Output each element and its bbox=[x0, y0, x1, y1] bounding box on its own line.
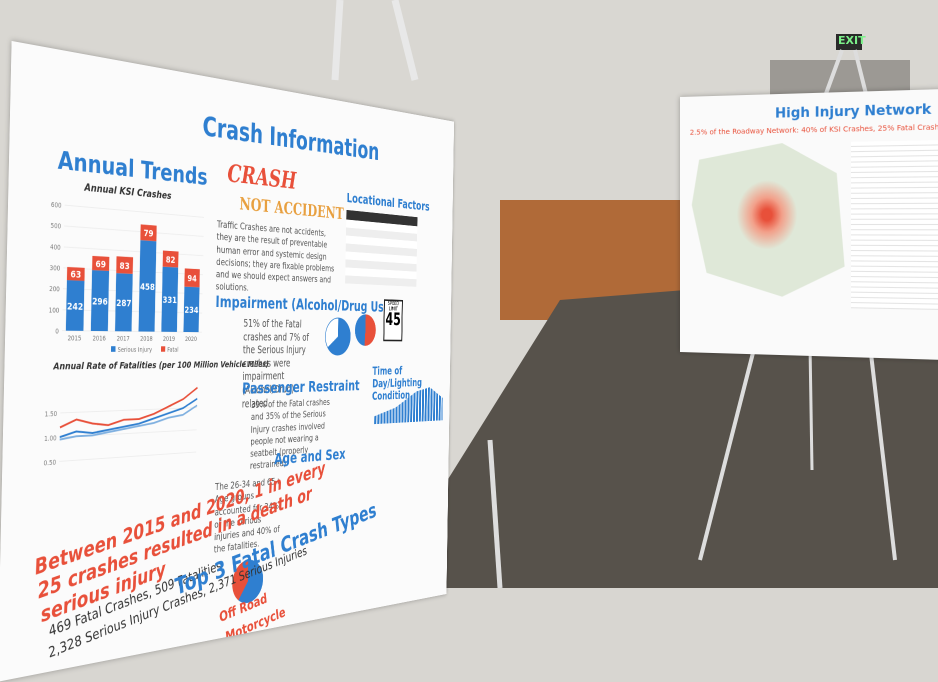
line bbox=[60, 388, 197, 428]
y-tick-label: 0 bbox=[55, 327, 59, 335]
x-tick-label: 2020 bbox=[185, 335, 197, 343]
poster-high-injury-network: High Injury Network 2.5% of the Roadway … bbox=[680, 88, 938, 360]
legend-label: Serious Injury bbox=[118, 346, 153, 354]
x-tick-label: 2015 bbox=[68, 334, 82, 342]
data-label: 458 bbox=[140, 282, 155, 293]
pie bbox=[355, 314, 376, 346]
map-network bbox=[731, 174, 802, 256]
data-label: 82 bbox=[166, 255, 176, 266]
ksi-chart: 0 100 200 300 400 500 600 2015 242 63 2016 296 69 201… bbox=[38, 193, 208, 360]
x-tick-label: 2016 bbox=[92, 334, 106, 342]
pie bbox=[325, 317, 351, 355]
data-label: 69 bbox=[95, 259, 106, 271]
legend-swatch bbox=[111, 346, 116, 352]
data-label: 296 bbox=[92, 296, 108, 308]
x-tick-label: 2018 bbox=[140, 335, 153, 343]
chart-title: Annual Rate of Fatalities (per 100 Milli… bbox=[53, 360, 268, 372]
legend-swatch bbox=[161, 346, 165, 351]
exit-sign: EXIT bbox=[838, 34, 866, 47]
data-label: 287 bbox=[116, 298, 131, 309]
grid-line bbox=[65, 205, 204, 217]
data-label: 83 bbox=[119, 261, 129, 273]
y-tick-label: 1.00 bbox=[44, 434, 57, 443]
table bbox=[851, 140, 938, 311]
x-tick-label: 2019 bbox=[163, 335, 175, 343]
y-tick-label: 600 bbox=[51, 201, 62, 210]
poster-subtitle: 2.5% of the Roadway Network: 40% of KSI … bbox=[690, 120, 938, 136]
data-label: 94 bbox=[187, 274, 197, 285]
map bbox=[692, 142, 845, 298]
y-tick-label: 1.50 bbox=[45, 410, 58, 419]
section-title: Impairment (Alcohol/Drug Use) bbox=[215, 293, 394, 316]
table bbox=[345, 210, 417, 287]
grid-line bbox=[64, 226, 203, 236]
slogan: NOT ACCIDENT bbox=[239, 193, 344, 223]
section-title: Annual Trends bbox=[57, 146, 207, 191]
poster-crash-information: Crash Information CRASH NOT ACCIDENT Tra… bbox=[0, 41, 454, 682]
speed-sign: SPEED LIMIT 45 bbox=[383, 299, 403, 341]
y-tick-label: 500 bbox=[50, 222, 61, 231]
grid-line bbox=[64, 247, 204, 256]
y-tick-label: 300 bbox=[50, 264, 61, 273]
poster-title: High Injury Network bbox=[775, 102, 931, 122]
data-label: 331 bbox=[163, 295, 177, 306]
data-label: 242 bbox=[67, 301, 83, 313]
y-tick-label: 200 bbox=[49, 285, 60, 294]
grid-line bbox=[59, 452, 196, 461]
y-tick-label: 400 bbox=[50, 243, 61, 252]
data-label: 234 bbox=[184, 305, 198, 316]
section-title: Passenger Restraint bbox=[242, 377, 360, 398]
slogan: CRASH bbox=[227, 159, 296, 195]
rate-chart: 0.50 1.00 1.50 bbox=[35, 376, 205, 497]
data-label: 63 bbox=[70, 269, 81, 281]
y-tick-label: 100 bbox=[49, 306, 60, 315]
legend-label: Fatal bbox=[167, 346, 179, 354]
intro: Traffic Crashes are not accidents, they … bbox=[216, 219, 341, 299]
line bbox=[60, 399, 197, 437]
sign-value: 45 bbox=[384, 312, 401, 329]
y-tick-label: 0.50 bbox=[44, 458, 57, 467]
x-tick-label: 2017 bbox=[117, 335, 130, 343]
scene: EXIT Crash Information CRASH NOT ACCIDEN… bbox=[0, 0, 938, 588]
data-label: 79 bbox=[144, 228, 154, 240]
